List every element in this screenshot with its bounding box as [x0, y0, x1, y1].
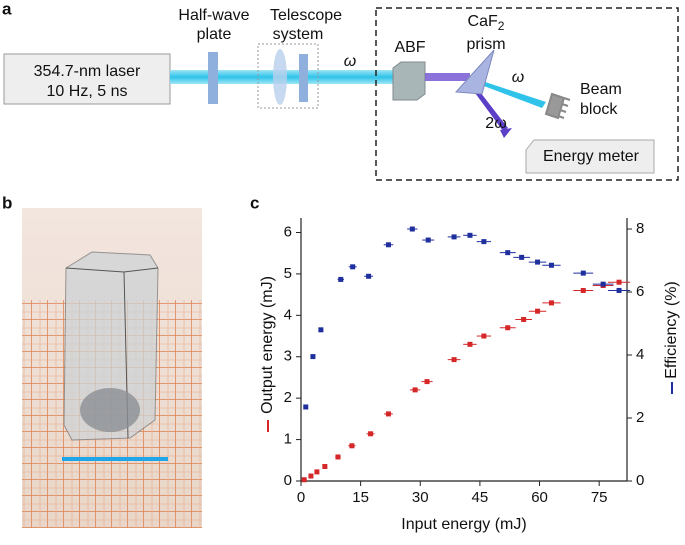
point: [412, 387, 418, 393]
setup-box: [375, 7, 679, 181]
point: [505, 250, 511, 256]
point: [548, 300, 554, 306]
point: [580, 270, 586, 276]
point: [467, 341, 473, 347]
point: [350, 264, 356, 270]
point: [366, 273, 372, 279]
point: [467, 232, 473, 238]
point: [303, 404, 309, 410]
label: CaF: [468, 13, 498, 30]
label: Energy meter: [543, 148, 640, 165]
x-tick-label: 75: [591, 489, 608, 506]
y2-axis-label: Efficiency (%): [663, 281, 680, 379]
point: [349, 443, 355, 449]
point: [409, 226, 415, 232]
x-axis-label: Input energy (mJ): [401, 516, 526, 533]
x-tick-label: 45: [472, 489, 489, 506]
y-tick-label: 0: [284, 472, 292, 489]
beam-omega: [468, 77, 546, 108]
panel-label: b: [2, 193, 12, 212]
point: [616, 279, 622, 285]
point: [310, 354, 316, 360]
y-tick-label: 2: [284, 389, 292, 406]
point: [580, 287, 586, 293]
laser-box: [3, 53, 171, 105]
point: [318, 327, 324, 333]
label: block: [580, 101, 618, 118]
point: [505, 325, 511, 331]
point: [521, 316, 527, 322]
label: Beam: [580, 81, 622, 98]
beam-block: [544, 92, 571, 120]
point: [535, 308, 541, 314]
subscript: 2: [498, 19, 505, 33]
point: [519, 254, 525, 260]
lens: [273, 49, 287, 105]
point: [385, 242, 391, 248]
point: [451, 234, 457, 240]
point: [481, 239, 487, 245]
label: ω: [344, 53, 356, 70]
x-tick-label: 0: [297, 489, 305, 506]
energy-meter: [525, 139, 655, 174]
point: [481, 333, 487, 339]
label: prism: [466, 36, 505, 53]
panel-label: a: [2, 0, 12, 18]
point: [335, 454, 341, 460]
point: [535, 259, 541, 265]
x-tick-label: 60: [531, 489, 548, 506]
point: [451, 357, 457, 363]
panel-label: c: [250, 193, 259, 212]
point: [314, 469, 320, 475]
point: [424, 379, 430, 385]
crystal: [63, 251, 159, 441]
label: Telescope: [270, 7, 342, 24]
y-tick-label: 1: [284, 431, 292, 448]
laser-label: 10 Hz, 5 ns: [47, 83, 128, 100]
point: [368, 431, 374, 437]
prism: [454, 49, 495, 95]
crystal-reflection: [80, 388, 140, 432]
diagram: 354.7-nm laser 10 Hz, 5 ns Half-wave pla…: [3, 7, 679, 181]
x-tick-label: 30: [412, 489, 429, 506]
y-tick-label: 5: [284, 265, 292, 282]
label: Half-wave: [178, 7, 249, 24]
y-tick-label: 3: [284, 348, 292, 365]
y2-tick-label: 6: [636, 283, 644, 300]
point: [308, 473, 314, 479]
half-wave-plate: [208, 52, 218, 104]
label: ABF: [394, 39, 425, 56]
photo: [22, 208, 202, 528]
beam: [425, 73, 470, 81]
label: ω: [512, 69, 524, 86]
y2-tick-label: 0: [636, 472, 644, 489]
laser-label: 354.7-nm laser: [34, 63, 141, 80]
y2-tick-label: 2: [636, 409, 644, 426]
label: system: [273, 26, 324, 43]
point: [385, 411, 391, 417]
arrow: [500, 128, 512, 138]
y-tick-label: 4: [284, 306, 292, 323]
abf-crystal: [392, 61, 426, 101]
point: [616, 287, 622, 293]
point: [600, 281, 606, 287]
plate: [299, 54, 308, 102]
point: [338, 276, 344, 282]
point: [548, 262, 554, 268]
scale-bar: [62, 457, 168, 461]
label: plate: [197, 26, 232, 43]
y2-tick-label: 8: [636, 220, 644, 237]
point: [301, 477, 307, 483]
point: [322, 464, 328, 470]
y2-tick-label: 4: [636, 346, 644, 363]
label: 2ω: [485, 115, 506, 132]
point: [425, 237, 431, 243]
telescope-box: [257, 43, 319, 109]
label: CaF2: [468, 13, 505, 33]
x-tick-label: 15: [352, 489, 369, 506]
y-axis-label: Output energy (mJ): [259, 276, 276, 414]
y-tick-label: 6: [284, 223, 292, 240]
